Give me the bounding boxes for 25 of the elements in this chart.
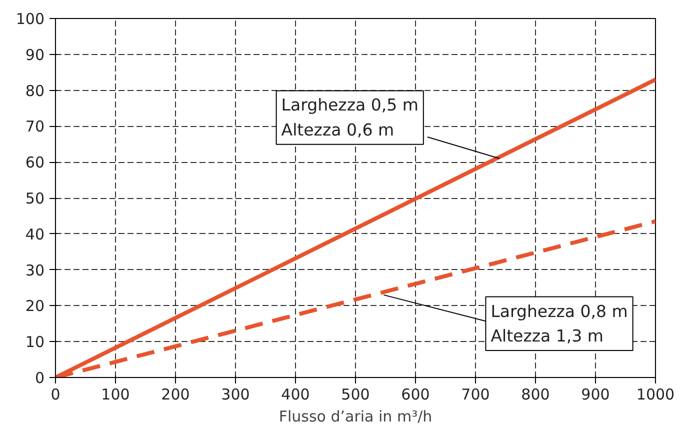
y-tick-label: 40: [25, 225, 45, 244]
x-tick-label: 900: [581, 386, 610, 404]
y-tick-label: 100: [16, 10, 45, 28]
y-tick-label: 90: [25, 46, 45, 64]
y-tick-label: 0: [34, 369, 45, 387]
x-tick-label: 0: [50, 386, 60, 404]
y-tick-label: 10: [25, 333, 45, 352]
y-tick-label: 80: [25, 82, 45, 100]
y-tick-label: 60: [25, 154, 45, 172]
annotation: Larghezza 0,5 m Altezza 0,6 m: [281, 96, 418, 140]
x-tick-label: 400: [281, 386, 310, 404]
x-tick-label: 300: [221, 386, 250, 404]
x-tick-label: 800: [521, 386, 550, 404]
annotation: Larghezza 0,8 m Altezza 1,3 m: [490, 302, 628, 346]
x-tick-label: 200: [161, 386, 190, 404]
x-tick-label: 700: [461, 386, 490, 404]
y-tick-label: 70: [25, 118, 45, 136]
x-tick-label: 1000: [636, 386, 675, 404]
x-axis-title: Flusso d’aria in m³/h: [278, 408, 432, 426]
y-tick-label: 20: [25, 297, 45, 316]
x-tick-label: 100: [101, 386, 130, 404]
y-tick-label: 50: [25, 190, 45, 208]
x-tick-label: 500: [341, 386, 370, 404]
y-tick-label: 30: [25, 261, 45, 280]
x-tick-label: 600: [401, 386, 430, 404]
